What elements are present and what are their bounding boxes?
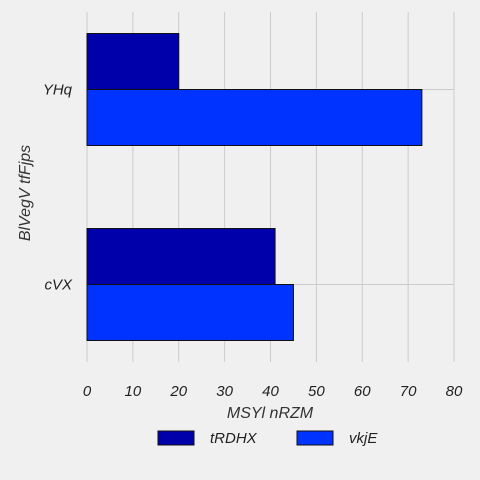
y-axis-label: BlVegV tfFjps: [17, 145, 34, 241]
bars: [86, 33, 423, 341]
legend-label: vkjE: [349, 430, 378, 447]
x-tick-label: 40: [262, 383, 279, 400]
legend-label: tRDHX: [210, 430, 258, 447]
x-tick-label: 20: [169, 383, 187, 400]
x-tick-label: 10: [125, 383, 142, 400]
x-axis-label: MSYl nRZM: [227, 405, 314, 422]
y-tick-label: YHq: [43, 82, 73, 99]
x-tick-label: 80: [446, 383, 463, 400]
x-tick-label: 30: [216, 383, 233, 400]
bar-tRDHX-cVX: [86, 228, 276, 285]
bar-tRDHX-YHq: [86, 33, 180, 90]
y-tick-labels: YHq cVX: [43, 82, 73, 294]
bar-vkjE-cVX: [86, 284, 294, 341]
bar-vkjE-YHq: [86, 89, 423, 146]
y-tick-label: cVX: [44, 277, 73, 294]
legend-swatch: [157, 430, 195, 446]
x-tick-label: 60: [354, 383, 371, 400]
x-tick-label: 0: [83, 383, 92, 400]
legend-swatch: [296, 430, 334, 446]
legend: tRDHX vkjE: [157, 430, 378, 447]
x-tick-labels: 0 10 20 30 40 50 60 70 80: [83, 383, 463, 400]
x-tick-label: 50: [308, 383, 325, 400]
x-tick-label: 70: [400, 383, 417, 400]
